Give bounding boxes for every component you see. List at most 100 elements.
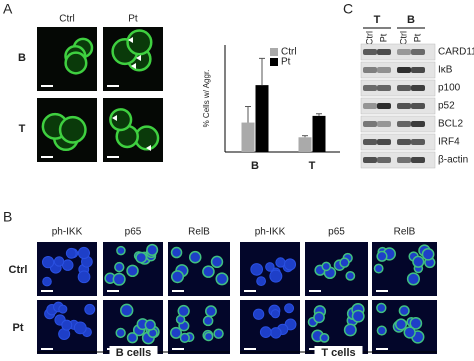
bar <box>255 85 269 152</box>
blot-band <box>363 121 377 127</box>
cell <box>215 272 229 286</box>
cell <box>114 261 125 273</box>
row-label: B <box>18 52 26 64</box>
arrowhead <box>131 63 136 69</box>
cell <box>252 308 265 320</box>
cell <box>135 251 148 264</box>
arrowhead <box>136 55 141 61</box>
arrowhead <box>146 145 151 151</box>
legend-swatch <box>270 58 278 66</box>
cell <box>179 332 190 343</box>
cell <box>126 29 153 56</box>
cell <box>109 108 133 132</box>
band-label: BCL2 <box>438 119 463 130</box>
cell <box>409 316 423 330</box>
column-label: RelB <box>394 227 416 238</box>
cell <box>202 265 215 278</box>
panel-label: B <box>3 209 12 225</box>
band-label: IRF4 <box>438 137 460 148</box>
blot-band <box>411 49 425 55</box>
cell <box>170 246 183 259</box>
blot-band <box>377 103 391 109</box>
lane-label: Pt <box>412 33 422 42</box>
cell <box>313 311 325 324</box>
cell <box>265 262 275 272</box>
panel-label: A <box>3 1 13 17</box>
bar <box>241 122 255 152</box>
cell <box>345 270 356 281</box>
cell <box>84 303 96 315</box>
blot-band <box>397 157 411 163</box>
cell <box>170 326 183 339</box>
cell <box>53 256 65 267</box>
blot-band <box>363 49 377 55</box>
cell <box>376 325 387 336</box>
cell <box>58 115 87 144</box>
cell <box>351 309 365 323</box>
blot-band <box>411 103 425 109</box>
cell <box>126 264 139 278</box>
cell <box>412 255 425 268</box>
blot-band <box>397 103 411 109</box>
cell <box>115 327 126 339</box>
blot-band <box>397 139 411 145</box>
blot-band <box>377 67 391 73</box>
blot-band <box>377 85 391 91</box>
column-label: p65 <box>328 227 345 238</box>
bar <box>298 137 312 152</box>
blot-band <box>377 121 391 127</box>
cell <box>376 250 388 262</box>
cell <box>421 247 435 261</box>
cell <box>210 255 224 269</box>
cell <box>144 319 156 331</box>
group-label: T <box>374 14 381 26</box>
lane-label: Ctrl <box>398 31 408 45</box>
blot-band <box>411 67 425 73</box>
cell <box>321 261 332 272</box>
cell <box>205 305 217 318</box>
cell <box>116 245 126 256</box>
cell <box>213 328 224 339</box>
blot-band <box>363 85 377 91</box>
column-label: Pt <box>128 14 138 25</box>
legend-label: Pt <box>281 57 291 68</box>
cell <box>250 263 264 276</box>
cell <box>283 258 297 271</box>
cell <box>343 323 357 337</box>
cell <box>256 276 267 287</box>
cell <box>58 304 68 314</box>
blot-band <box>377 49 391 55</box>
cell <box>61 319 73 331</box>
group-label: B <box>407 14 415 26</box>
cell <box>373 263 384 274</box>
label-bg <box>314 346 363 358</box>
cell <box>275 257 286 268</box>
group-label: T cells <box>321 347 355 359</box>
cell <box>339 257 350 268</box>
band-label: p100 <box>438 83 461 94</box>
row-label: T <box>19 123 26 135</box>
column-label: Ctrl <box>59 14 75 25</box>
cell <box>270 327 282 339</box>
column-label: RelB <box>188 227 210 238</box>
cell <box>319 332 330 343</box>
cell <box>202 315 214 327</box>
row-label: Pt <box>13 322 24 334</box>
cell <box>77 246 91 260</box>
cell <box>65 247 77 259</box>
cell <box>284 303 295 314</box>
blot-band <box>363 103 377 109</box>
panel-label: C <box>343 1 353 17</box>
x-tick-label: T <box>309 160 316 172</box>
blot-band <box>377 157 391 163</box>
legend-swatch <box>270 48 278 56</box>
cell <box>398 305 410 317</box>
blot-band <box>363 157 377 163</box>
blot-band <box>377 139 391 145</box>
cell <box>188 250 202 264</box>
blot-band <box>397 49 411 55</box>
cell <box>203 331 214 342</box>
band-label: IκB <box>438 65 453 76</box>
cell <box>270 309 281 319</box>
arrowhead <box>112 115 117 121</box>
